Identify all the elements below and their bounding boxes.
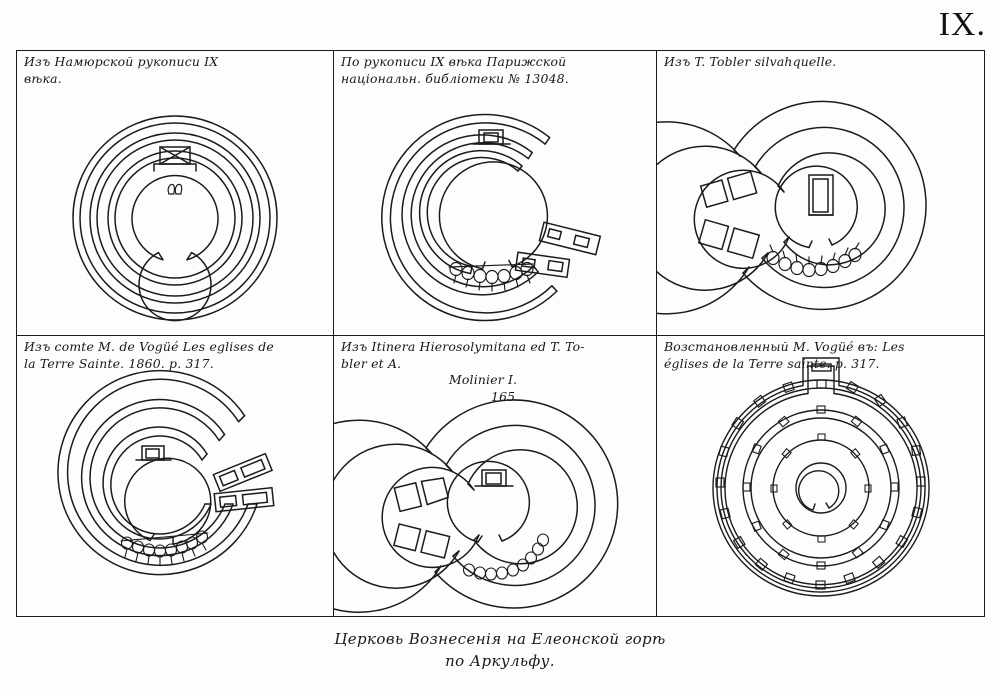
panel-reconstruction[interactable]: Возстановленный M. Vogüé въ: Les églises… bbox=[657, 336, 986, 618]
panel-reconstruction-figure bbox=[657, 336, 986, 618]
panel-namur[interactable]: Изъ Намюрской рукописи IX вѣка. bbox=[17, 51, 333, 335]
panel-namur-figure bbox=[17, 51, 333, 335]
panel-paris-13048-caption: По рукописи IX вѣка Парижской національн… bbox=[341, 54, 569, 86]
grid-divider-vertical-1 bbox=[333, 51, 335, 616]
plate-number: IX. bbox=[938, 6, 986, 43]
plate-title: Церковь Вознесенія на Елеонской горѣ по … bbox=[334, 630, 666, 670]
panel-itinera-caption: Изъ Itinera Hierosolymitana ed T. To- bl… bbox=[341, 339, 585, 404]
panel-reconstruction-caption: Возстановленный M. Vogüé въ: Les églises… bbox=[664, 339, 905, 371]
panel-de-vogue[interactable]: Изъ comte M. de Vogüé Les eglises de la … bbox=[17, 336, 333, 618]
panel-de-vogue-caption: Изъ comte M. de Vogüé Les eglises de la … bbox=[24, 339, 274, 371]
panel-paris-13048-figure bbox=[334, 51, 656, 335]
grid-divider-horizontal bbox=[17, 335, 984, 337]
panel-paris-13048[interactable]: По рукописи IX вѣка Парижской національн… bbox=[334, 51, 656, 335]
plate-frame: Изъ Намюрской рукописи IX вѣка. bbox=[16, 50, 985, 617]
panel-tobler-caption: Изъ T. Tobler silvahquelle. bbox=[664, 54, 837, 69]
panel-namur-caption: Изъ Намюрской рукописи IX вѣка. bbox=[24, 54, 219, 86]
panel-itinera[interactable]: Изъ Itinera Hierosolymitana ed T. To- bl… bbox=[334, 336, 656, 618]
grid-divider-vertical-2 bbox=[656, 51, 658, 616]
panel-de-vogue-figure bbox=[17, 336, 333, 618]
panel-itinera-figure bbox=[334, 336, 656, 618]
panel-tobler-figure bbox=[657, 51, 986, 335]
panel-tobler[interactable]: Изъ T. Tobler silvahquelle. bbox=[657, 51, 986, 335]
